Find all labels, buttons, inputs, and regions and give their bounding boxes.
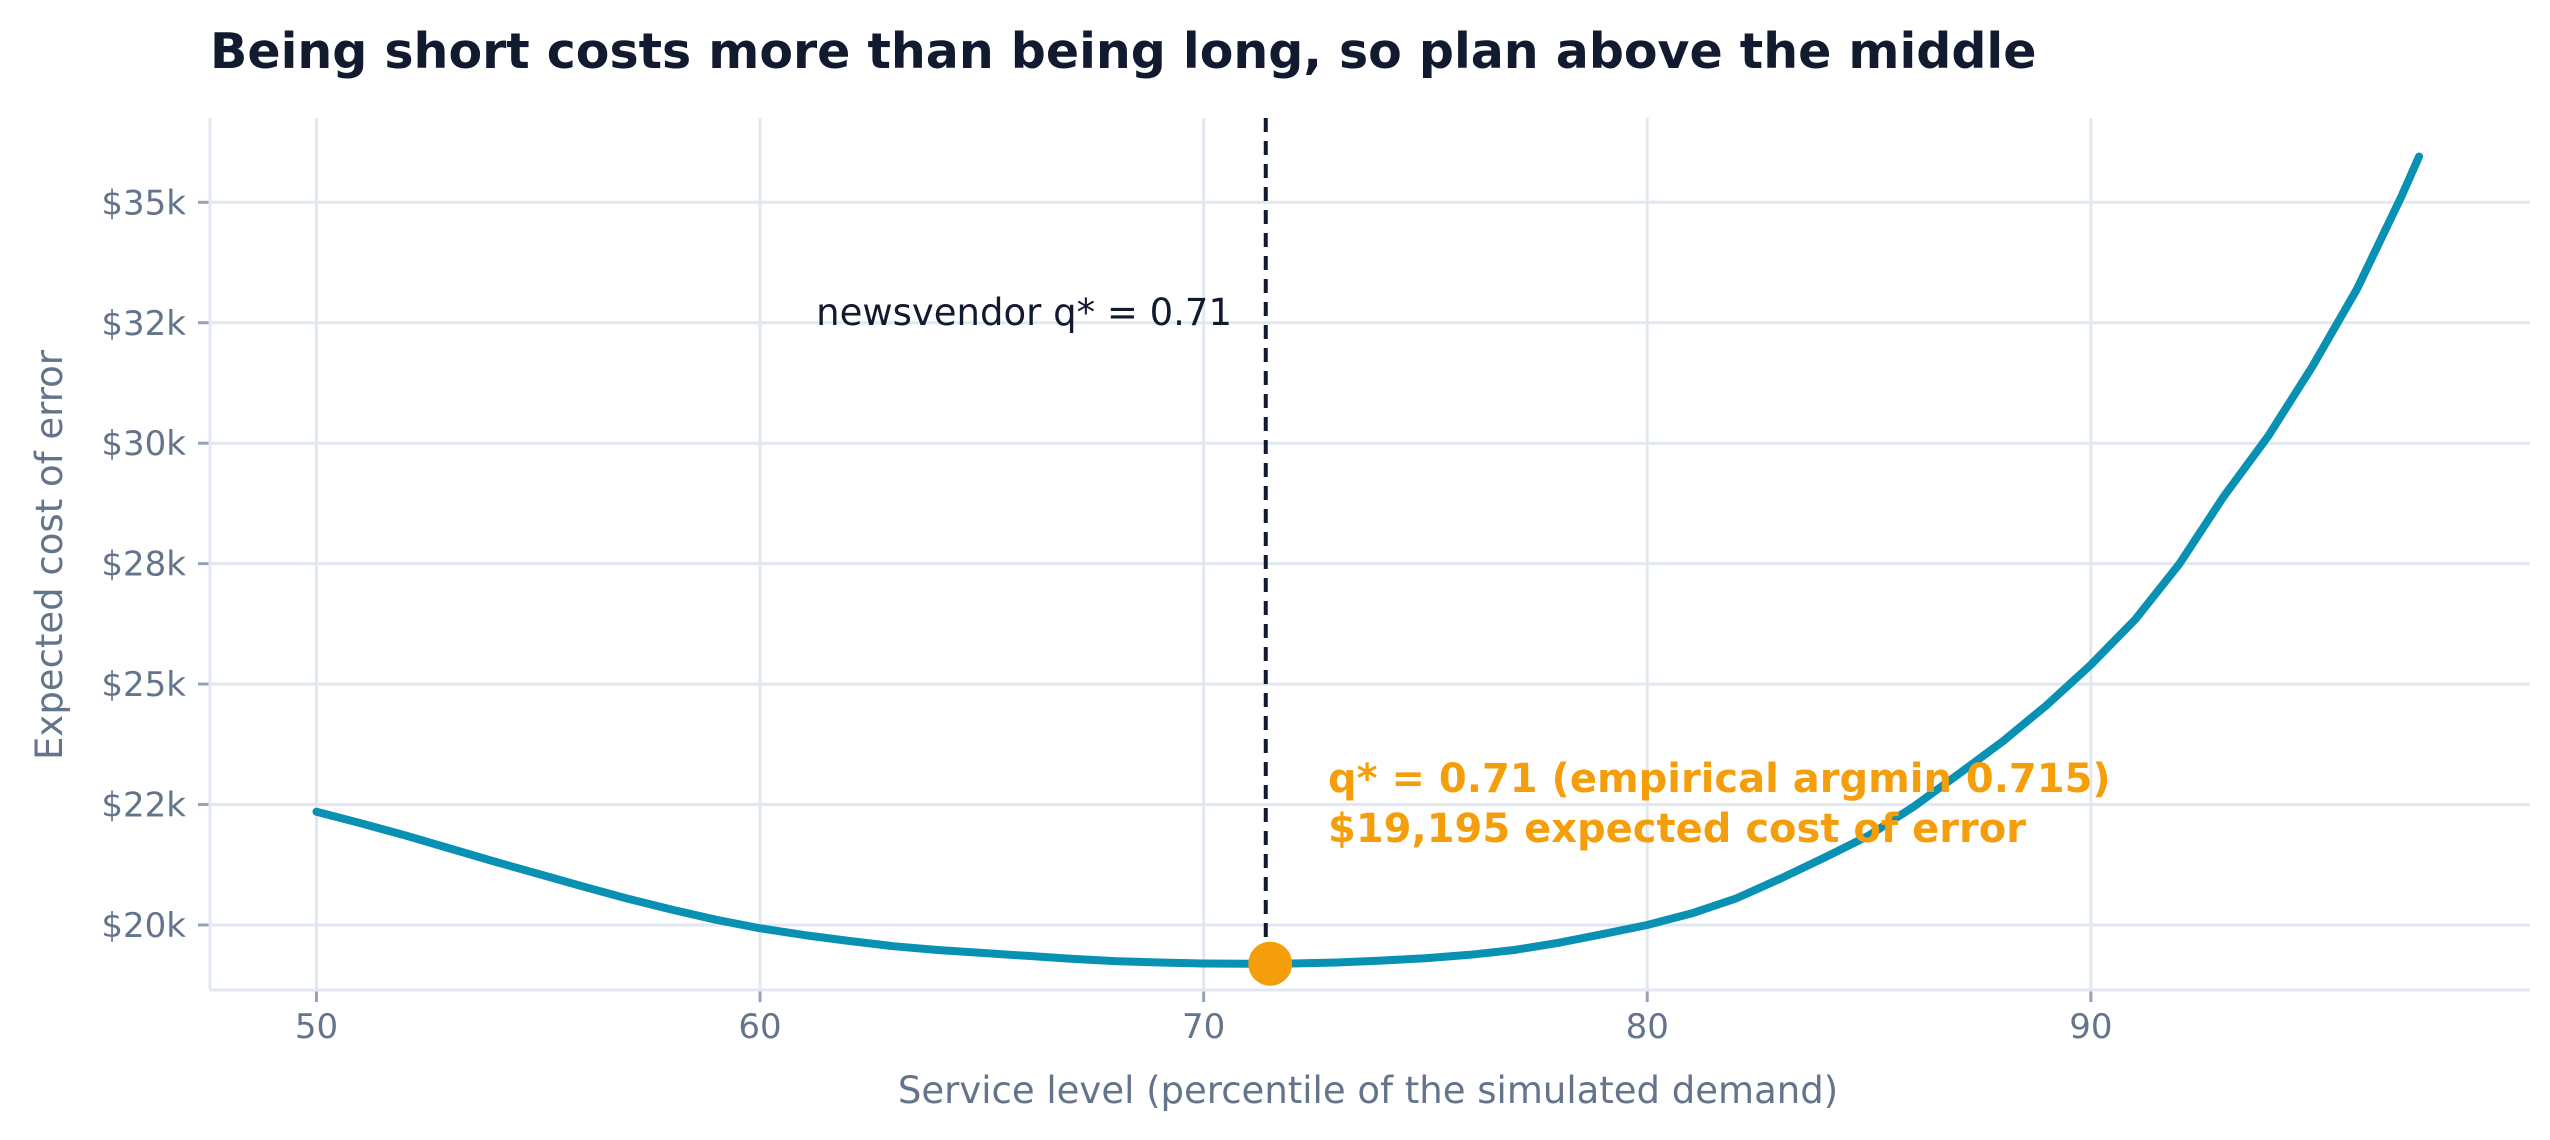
- marker-group: [1248, 941, 1293, 986]
- series-group: [312, 152, 2424, 968]
- x-tick-label: 70: [1182, 1007, 1225, 1047]
- y-tick-label: $25k: [101, 665, 186, 705]
- axes: [198, 118, 2530, 1002]
- y-tick-label: $28k: [101, 545, 186, 585]
- x-tick-label: 90: [2069, 1007, 2112, 1047]
- y-tick-label: $32k: [101, 304, 186, 344]
- x-tick-label: 60: [738, 1007, 781, 1047]
- optimum-point: [1248, 941, 1293, 986]
- annotation-line-1: q* = 0.71 (empirical argmin 0.715): [1328, 756, 2111, 802]
- x-axis-label: Service level (percentile of the simulat…: [898, 1069, 1838, 1112]
- y-axis-label: Expected cost of error: [28, 349, 71, 760]
- chart-title: Being short costs more than being long, …: [210, 23, 2036, 80]
- tick-labels: $20k $22k $25k $28k $30k $32k $35k 50 60 70 80 90: [101, 183, 2112, 1047]
- y-tick-label: $35k: [101, 183, 186, 223]
- y-tick-label: $30k: [101, 424, 186, 464]
- y-tick-label: $22k: [101, 786, 186, 826]
- grid: [210, 118, 2530, 990]
- annotation-line-2: $19,195 expected cost of error: [1328, 806, 2026, 852]
- x-tick-label: 80: [1626, 1007, 1669, 1047]
- reference-line-label: newsvendor q* = 0.71: [816, 291, 1232, 334]
- y-tick-label: $20k: [101, 906, 186, 946]
- cost-curve: [312, 152, 2424, 968]
- x-tick-label: 50: [295, 1007, 338, 1047]
